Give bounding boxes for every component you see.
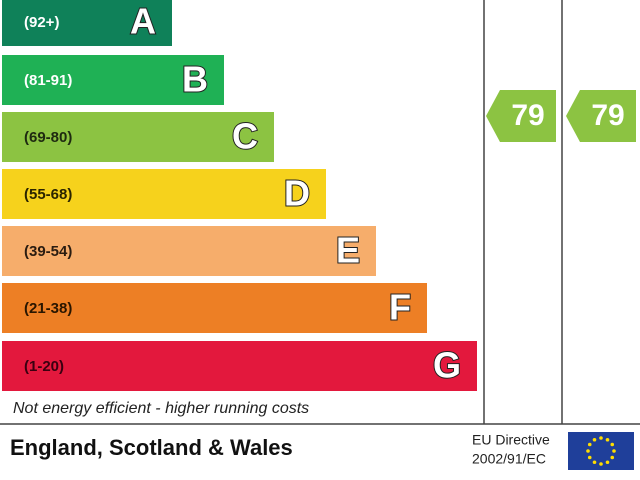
region: England, Scotland & Wales (10, 435, 293, 460)
band-range: (81-91) (24, 72, 72, 89)
band-letter: G (433, 345, 461, 386)
band-bar (2, 341, 477, 391)
band-range: (21-38) (24, 300, 72, 317)
rating-arrow (486, 90, 556, 142)
eu-stars (586, 436, 616, 466)
eu-star (599, 462, 603, 466)
band-letter: C (232, 116, 258, 157)
eu-star (587, 442, 592, 447)
rating-arrow (566, 90, 636, 142)
band-range: (55-68) (24, 186, 72, 203)
band-letter: F (389, 287, 411, 328)
band-bar (2, 0, 172, 46)
band-range: (1-20) (24, 358, 64, 375)
eu-star (586, 449, 590, 453)
band-range: (39-54) (24, 243, 72, 260)
eu-star (610, 455, 615, 460)
band-bar (2, 112, 274, 162)
rating-value: 79 (511, 99, 544, 132)
eu-star (605, 437, 610, 442)
eu-star (610, 442, 615, 447)
band-range: (69-80) (24, 129, 72, 146)
eu-star (605, 460, 610, 465)
directive-number: 2002/91/EC (472, 451, 546, 467)
eu-star (599, 436, 603, 440)
eu-star (587, 455, 592, 460)
eu-star (612, 449, 616, 453)
band-letter: D (284, 173, 310, 214)
band-letter: E (336, 230, 360, 271)
band-range: (92+) (24, 14, 59, 31)
band-letter: A (130, 1, 156, 42)
eu-star (592, 460, 597, 465)
band-bar (2, 226, 376, 276)
band-letter: B (182, 59, 208, 100)
band-bar (2, 55, 224, 105)
note: Not energy efficient - higher running co… (13, 400, 309, 417)
rating-value: 79 (591, 99, 624, 132)
band-bar (2, 169, 326, 219)
directive-title: EU Directive (472, 432, 550, 448)
eu-star (592, 437, 597, 442)
band-bar (2, 283, 427, 333)
